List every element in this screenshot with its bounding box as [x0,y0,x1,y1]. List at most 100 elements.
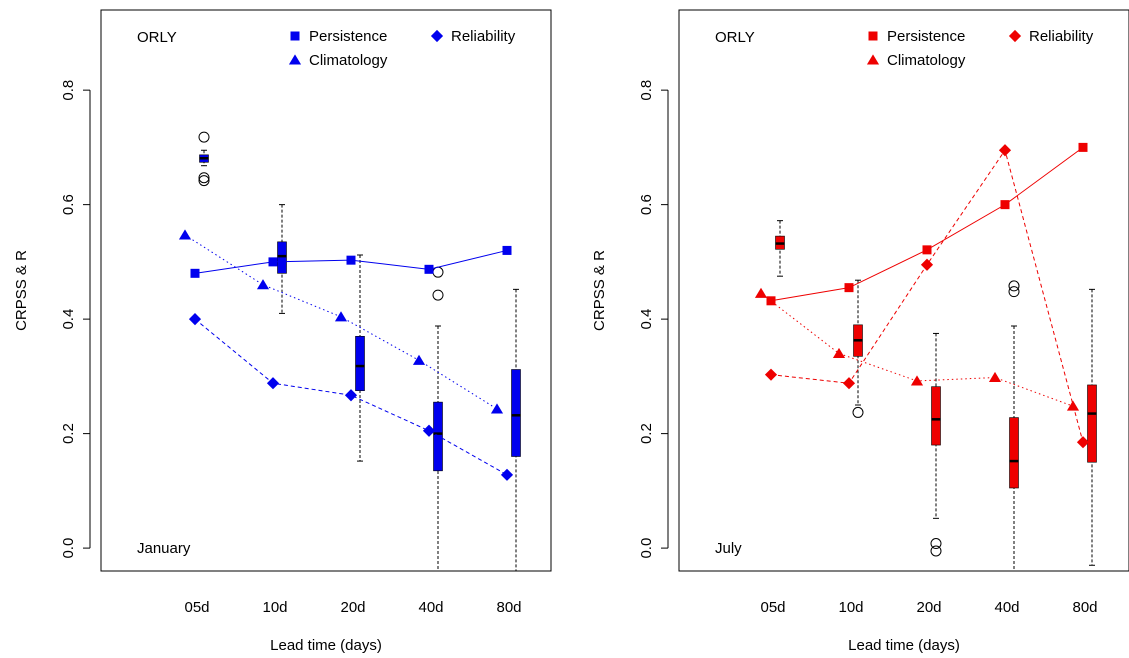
box-outlier [852,406,864,418]
box-outlier [930,545,942,557]
series-point [922,245,932,255]
series-point [988,371,1002,383]
station-label: ORLY [137,29,177,46]
series-point [832,347,846,358]
series-reliability [764,144,1090,449]
y-tick-label: 0.4 [638,309,655,330]
x-axis-label: Lead time (days) [848,637,960,654]
series-point [268,257,278,267]
series-persistence [190,245,512,278]
series-point [1076,436,1090,449]
series-line [184,234,498,410]
box-body [277,241,287,274]
series-point [190,268,200,278]
legend-label: Reliability [451,28,516,45]
x-tick-label: 05d [760,599,785,616]
month-label: July [715,540,742,557]
boxplot-20d [355,254,365,462]
series-line [760,292,1074,407]
plot-frame [100,9,552,572]
legend-label: Persistence [887,28,965,45]
series-climatology [754,287,1080,411]
chart-panel-july: 0.0 0.2 0.4 0.6 0.8 CRPSS & R 05d 10d 20d 40d 80d L… [591,9,1129,654]
plot-frame [678,9,1129,572]
y-tick-label: 0.4 [60,309,77,330]
boxplot-10d [277,204,287,314]
legend-marker-square [868,31,878,41]
y-axis-label: CRPSS & R [591,250,608,331]
month-label: January [137,540,191,557]
y-tick-label: 0.8 [638,80,655,101]
y-tick-label: 0.6 [638,194,655,215]
legend: Persistence Reliability Climatology [288,28,516,69]
x-tick-label: 40d [994,599,1019,616]
series-point [998,144,1012,157]
x-tick-label: 80d [496,599,521,616]
x-tick-label: 10d [262,599,287,616]
x-tick-label: 05d [184,599,209,616]
series-point [490,403,504,414]
boxplot-80d [511,288,521,572]
legend-label: Reliability [1029,28,1094,45]
series-point [844,283,854,293]
legend-label: Climatology [887,52,966,69]
series-point [842,377,856,390]
series-point [256,279,270,290]
y-tick-label: 0.2 [60,423,77,444]
series-point [344,389,358,402]
legend-marker-square [290,31,300,41]
series-point [178,229,192,240]
chart-panel-january: 0.0 0.2 0.4 0.6 0.8 CRPSS & R 05d 10d 20d 40d 80d L… [13,9,552,654]
series-point [764,368,778,381]
legend-marker-diamond [1008,29,1022,43]
box-body [931,386,941,446]
series-point [1000,200,1010,210]
legend-marker-diamond [430,29,444,43]
box-body [1087,384,1097,463]
series-point [500,468,514,481]
box-outlier [198,131,210,143]
series-point [502,245,512,255]
legend: Persistence Reliability Climatology [866,28,1094,69]
box-outlier [1008,280,1020,292]
series-point [334,311,348,322]
y-tick-label: 0.8 [60,80,77,101]
x-tick-label: 40d [418,599,443,616]
series-reliability [188,313,514,481]
series-climatology [178,229,504,414]
x-axis-label: Lead time (days) [270,637,382,654]
legend-label: Persistence [309,28,387,45]
box-outlier [198,175,210,187]
series-point [910,375,924,386]
box-outlier [432,266,444,278]
box-outlier [930,538,942,550]
box-body [355,335,365,391]
y-tick-label: 0.2 [638,423,655,444]
series-point [766,296,776,306]
box-outlier [198,172,210,184]
series-point [422,424,436,437]
series-persistence [766,142,1088,306]
boxplot-40d [1008,280,1020,572]
box-body [433,401,443,472]
legend-marker-triangle [866,54,880,65]
boxplot-05d [198,131,210,187]
series-point [188,313,202,326]
box-body [511,369,521,457]
boxplot-10d [852,279,864,418]
legend-label: Climatology [309,52,388,69]
y-tick-label: 0.6 [60,194,77,215]
y-axis-label: CRPSS & R [13,250,30,331]
y-tick-label: 0.0 [638,538,655,559]
x-tick-label: 80d [1072,599,1097,616]
x-tick-label: 10d [838,599,863,616]
series-point [266,377,280,390]
boxplot-20d [930,332,942,557]
series-point [346,255,356,265]
series-line [770,146,1084,302]
boxplot-40d [432,266,444,572]
series-point [920,258,934,271]
boxplot-05d [775,220,785,277]
y-tick-label: 0.0 [60,538,77,559]
